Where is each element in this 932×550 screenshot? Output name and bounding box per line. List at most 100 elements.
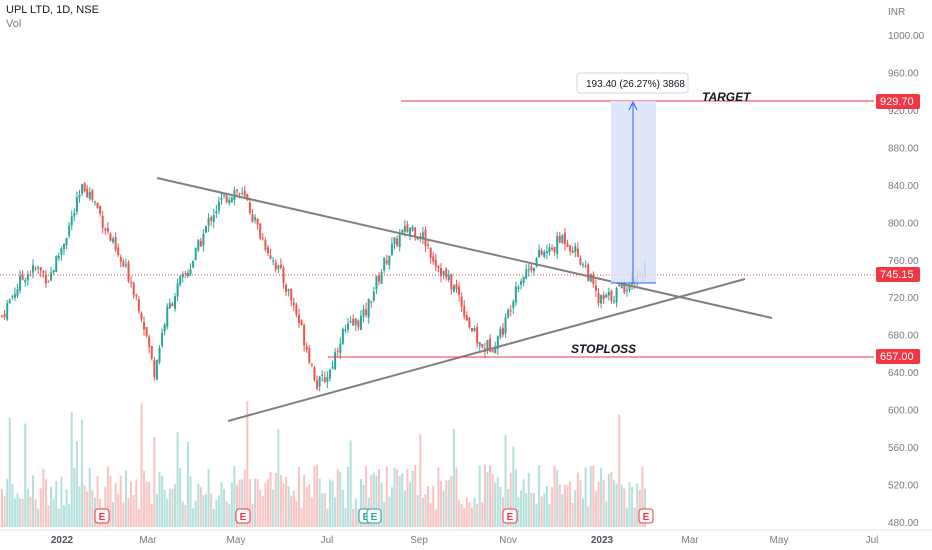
candle-body [421,232,424,238]
volume-bar [512,446,515,527]
volume-bar [241,479,244,527]
time-axis: 2022 Mar May Jul Sep Nov 2023 Mar May Jul [51,535,879,546]
volume-bar [563,484,566,527]
candle-body [55,256,58,273]
volume-bar [566,485,569,527]
volume-bar [47,505,50,527]
volume-bar [313,465,316,527]
earnings-marker-icon[interactable]: E [366,508,382,524]
candle-body [318,376,321,387]
earnings-marker-icon[interactable]: E [94,508,110,524]
candle-body [70,216,73,226]
candle-body [254,217,257,220]
volume-bar [217,495,220,527]
volume-bar [140,403,143,527]
candle-body [576,248,579,257]
volume-bar [171,488,174,527]
svg-text:E: E [507,512,514,523]
candle-body [628,286,631,291]
candle-body [525,269,528,279]
candle-body [481,344,484,348]
candle-body [370,301,373,303]
candle-body [300,320,303,325]
volume-bar [641,466,644,527]
candle-body [396,238,399,246]
volume-bar [556,469,559,527]
candle-body [610,290,613,301]
volume-bar [192,508,195,527]
volume-bar [615,483,618,527]
volume-bar [259,489,262,527]
volume-bar [545,485,548,527]
candle-body [13,293,16,298]
candle-body [625,289,628,291]
candle-body [274,262,277,270]
candle-body [34,268,37,270]
upper-trendline[interactable] [156,177,773,319]
volume-bar [300,508,303,527]
lower-trendline[interactable] [227,278,746,422]
y-tick-label: 720.00 [888,293,919,304]
volume-bar [419,434,422,527]
candle-body [383,257,386,271]
candle-body [184,273,187,275]
volume-bar [210,493,213,527]
volume-bar [509,472,512,527]
candle-body [463,305,466,317]
candle-body [189,269,192,275]
volume-bar [409,482,412,527]
volume-bar [26,488,29,527]
volume-bar [148,482,151,527]
earnings-marker-icon[interactable]: E [502,508,518,524]
volume-bar [24,423,27,527]
volume-label[interactable]: Vol [6,18,22,30]
volume-bar [496,477,499,527]
candle-body [119,257,122,262]
volume-bar [282,483,285,527]
volume-bar [571,503,574,527]
candle-body [161,332,164,346]
candle-body [277,265,280,269]
volume-bar [476,503,479,527]
chart-header: UPL LTD, 1D, NSE Vol [6,4,99,30]
volume-bar [277,429,280,527]
candle-body [241,192,244,194]
volume-bar [199,486,202,527]
candle-body [238,193,241,195]
volume-bar [569,481,572,527]
y-tick-label: 960.00 [888,68,919,79]
candle-body [8,299,11,304]
volume-bar [264,482,267,527]
volume-bar [230,482,233,527]
candle-body [548,247,551,253]
candle-body [225,195,228,203]
volume-bar [344,508,347,527]
candle-body [473,327,476,331]
volume-bar [323,493,326,527]
volume-bar [592,465,595,527]
symbol-title[interactable]: UPL LTD, 1D, NSE [6,4,99,16]
volume-bar [411,471,414,527]
volume-bar [114,482,117,527]
volume-bar [184,504,187,527]
last-price: 745.15 [880,269,914,281]
volume-bar [73,467,76,527]
candle-body [57,255,60,259]
earnings-marker-icon[interactable]: E [638,508,654,524]
candle-body [305,346,308,350]
candle-body [186,272,189,277]
y-tick-label: 880.00 [888,143,919,154]
volume-bar [370,475,373,527]
stoploss-label: STOPLOSS [571,342,636,356]
candle-body [545,251,548,254]
volume-bar [553,465,556,527]
candle-body [540,250,543,255]
currency-label: INR [888,7,905,18]
volume-bar [543,493,546,527]
candle-body [592,274,595,284]
earnings-marker-icon[interactable]: E [235,508,251,524]
candle-body [411,226,414,231]
candle-body [24,280,27,283]
volume-bar [613,480,616,527]
